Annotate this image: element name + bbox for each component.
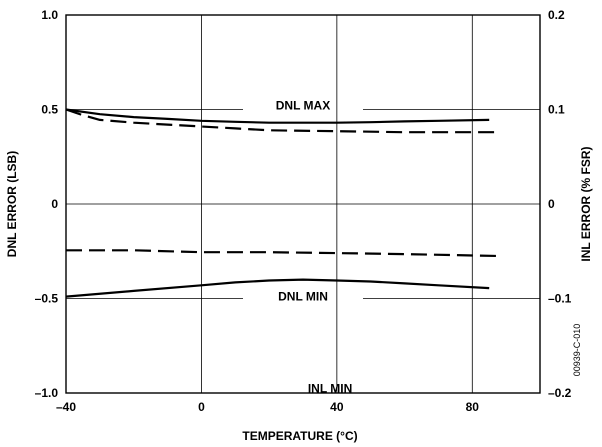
y2-tick-label: 0.2 bbox=[548, 8, 565, 22]
chart-frame bbox=[65, 14, 541, 394]
y-tick-label: –0.5 bbox=[35, 292, 59, 306]
chart-series bbox=[65, 108, 500, 298]
plot-frame bbox=[65, 14, 541, 394]
y-tick-label: –1.0 bbox=[35, 386, 59, 400]
y2-tick-label: 0.1 bbox=[548, 103, 565, 117]
y2-tick-label: –0.1 bbox=[548, 292, 572, 306]
y2-tick-label: –0.2 bbox=[548, 386, 572, 400]
series-label-dnl-max: DNL MAX bbox=[276, 99, 330, 113]
x-tick-label: 40 bbox=[330, 400, 344, 414]
x-tick-label: 80 bbox=[466, 400, 480, 414]
y2-tick-label: 0 bbox=[548, 197, 555, 211]
chart-ticks: –40 0 40 80 –1.0 –0.5 0 0.5 1.0 –0.2 –0.1 0 0.1 0.2 bbox=[35, 8, 572, 414]
y-axis-title: DNL ERROR (LSB) bbox=[5, 151, 19, 257]
series-line-dnl-min bbox=[65, 278, 490, 298]
series-line-inl-max bbox=[65, 108, 500, 134]
series-label-dnl-min: DNL MIN bbox=[278, 290, 328, 304]
y-tick-label: 0.5 bbox=[41, 103, 58, 117]
series-line-inl-min bbox=[66, 249, 500, 258]
x-tick-label: 0 bbox=[198, 400, 205, 414]
series-line-dnl-max bbox=[65, 108, 490, 124]
x-axis-title: TEMPERATURE (°C) bbox=[242, 429, 357, 443]
x-tick-label: –40 bbox=[56, 400, 76, 414]
y2-axis-title: INL ERROR (% FSR) bbox=[579, 146, 593, 261]
y-tick-label: 1.0 bbox=[41, 8, 58, 22]
series-label-inl-min: INL MIN bbox=[308, 381, 352, 395]
chart-grid bbox=[66, 15, 540, 393]
y-tick-label: 0 bbox=[51, 197, 58, 211]
figure-code: 00939-C-010 bbox=[572, 324, 582, 377]
